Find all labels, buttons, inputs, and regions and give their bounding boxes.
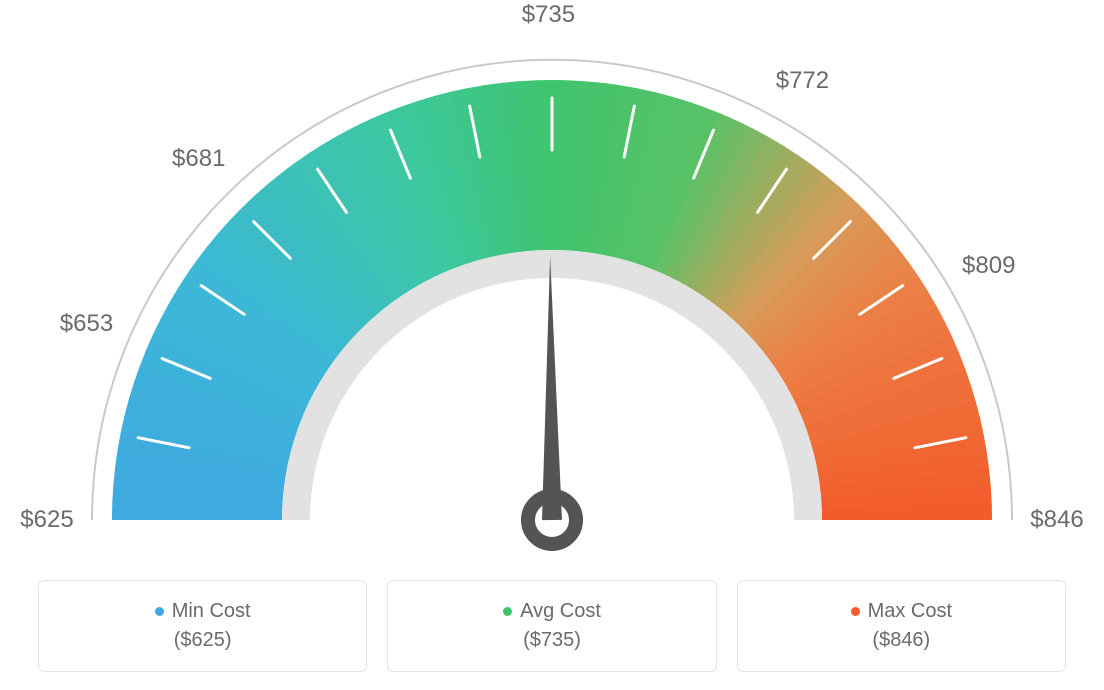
- gauge-svg: [0, 0, 1104, 560]
- gauge-tick-label: $846: [1030, 506, 1083, 534]
- gauge-tick-label: $681: [172, 145, 225, 173]
- legend-label-min: Min Cost: [172, 600, 251, 623]
- gauge-area: $625 $653 $681 $735 $772 $809 $846: [0, 0, 1104, 560]
- legend-value-max: ($846): [872, 629, 930, 652]
- legend-title-min: Min Cost: [155, 600, 251, 623]
- gauge-tick-label: $809: [962, 252, 1015, 280]
- legend-label-avg: Avg Cost: [520, 600, 601, 623]
- legend-label-max: Max Cost: [868, 600, 952, 623]
- legend-value-avg: ($735): [523, 629, 581, 652]
- legend-title-max: Max Cost: [851, 600, 952, 623]
- gauge-tick-label: $772: [776, 67, 829, 95]
- legend-dot-max: [851, 607, 860, 616]
- gauge-tick-label: $625: [20, 506, 73, 534]
- legend-value-min: ($625): [174, 629, 232, 652]
- legend-dot-avg: [503, 607, 512, 616]
- legend-title-avg: Avg Cost: [503, 600, 601, 623]
- gauge-tick-label: $735: [522, 1, 575, 29]
- legend-row: Min Cost ($625) Avg Cost ($735) Max Cost…: [0, 580, 1104, 690]
- gauge-tick-label: $653: [60, 310, 113, 338]
- legend-card-max: Max Cost ($846): [737, 580, 1066, 672]
- legend-card-min: Min Cost ($625): [38, 580, 367, 672]
- gauge-chart-container: $625 $653 $681 $735 $772 $809 $846 Min Cost ($…: [0, 0, 1104, 690]
- legend-dot-min: [155, 607, 164, 616]
- legend-card-avg: Avg Cost ($735): [387, 580, 716, 672]
